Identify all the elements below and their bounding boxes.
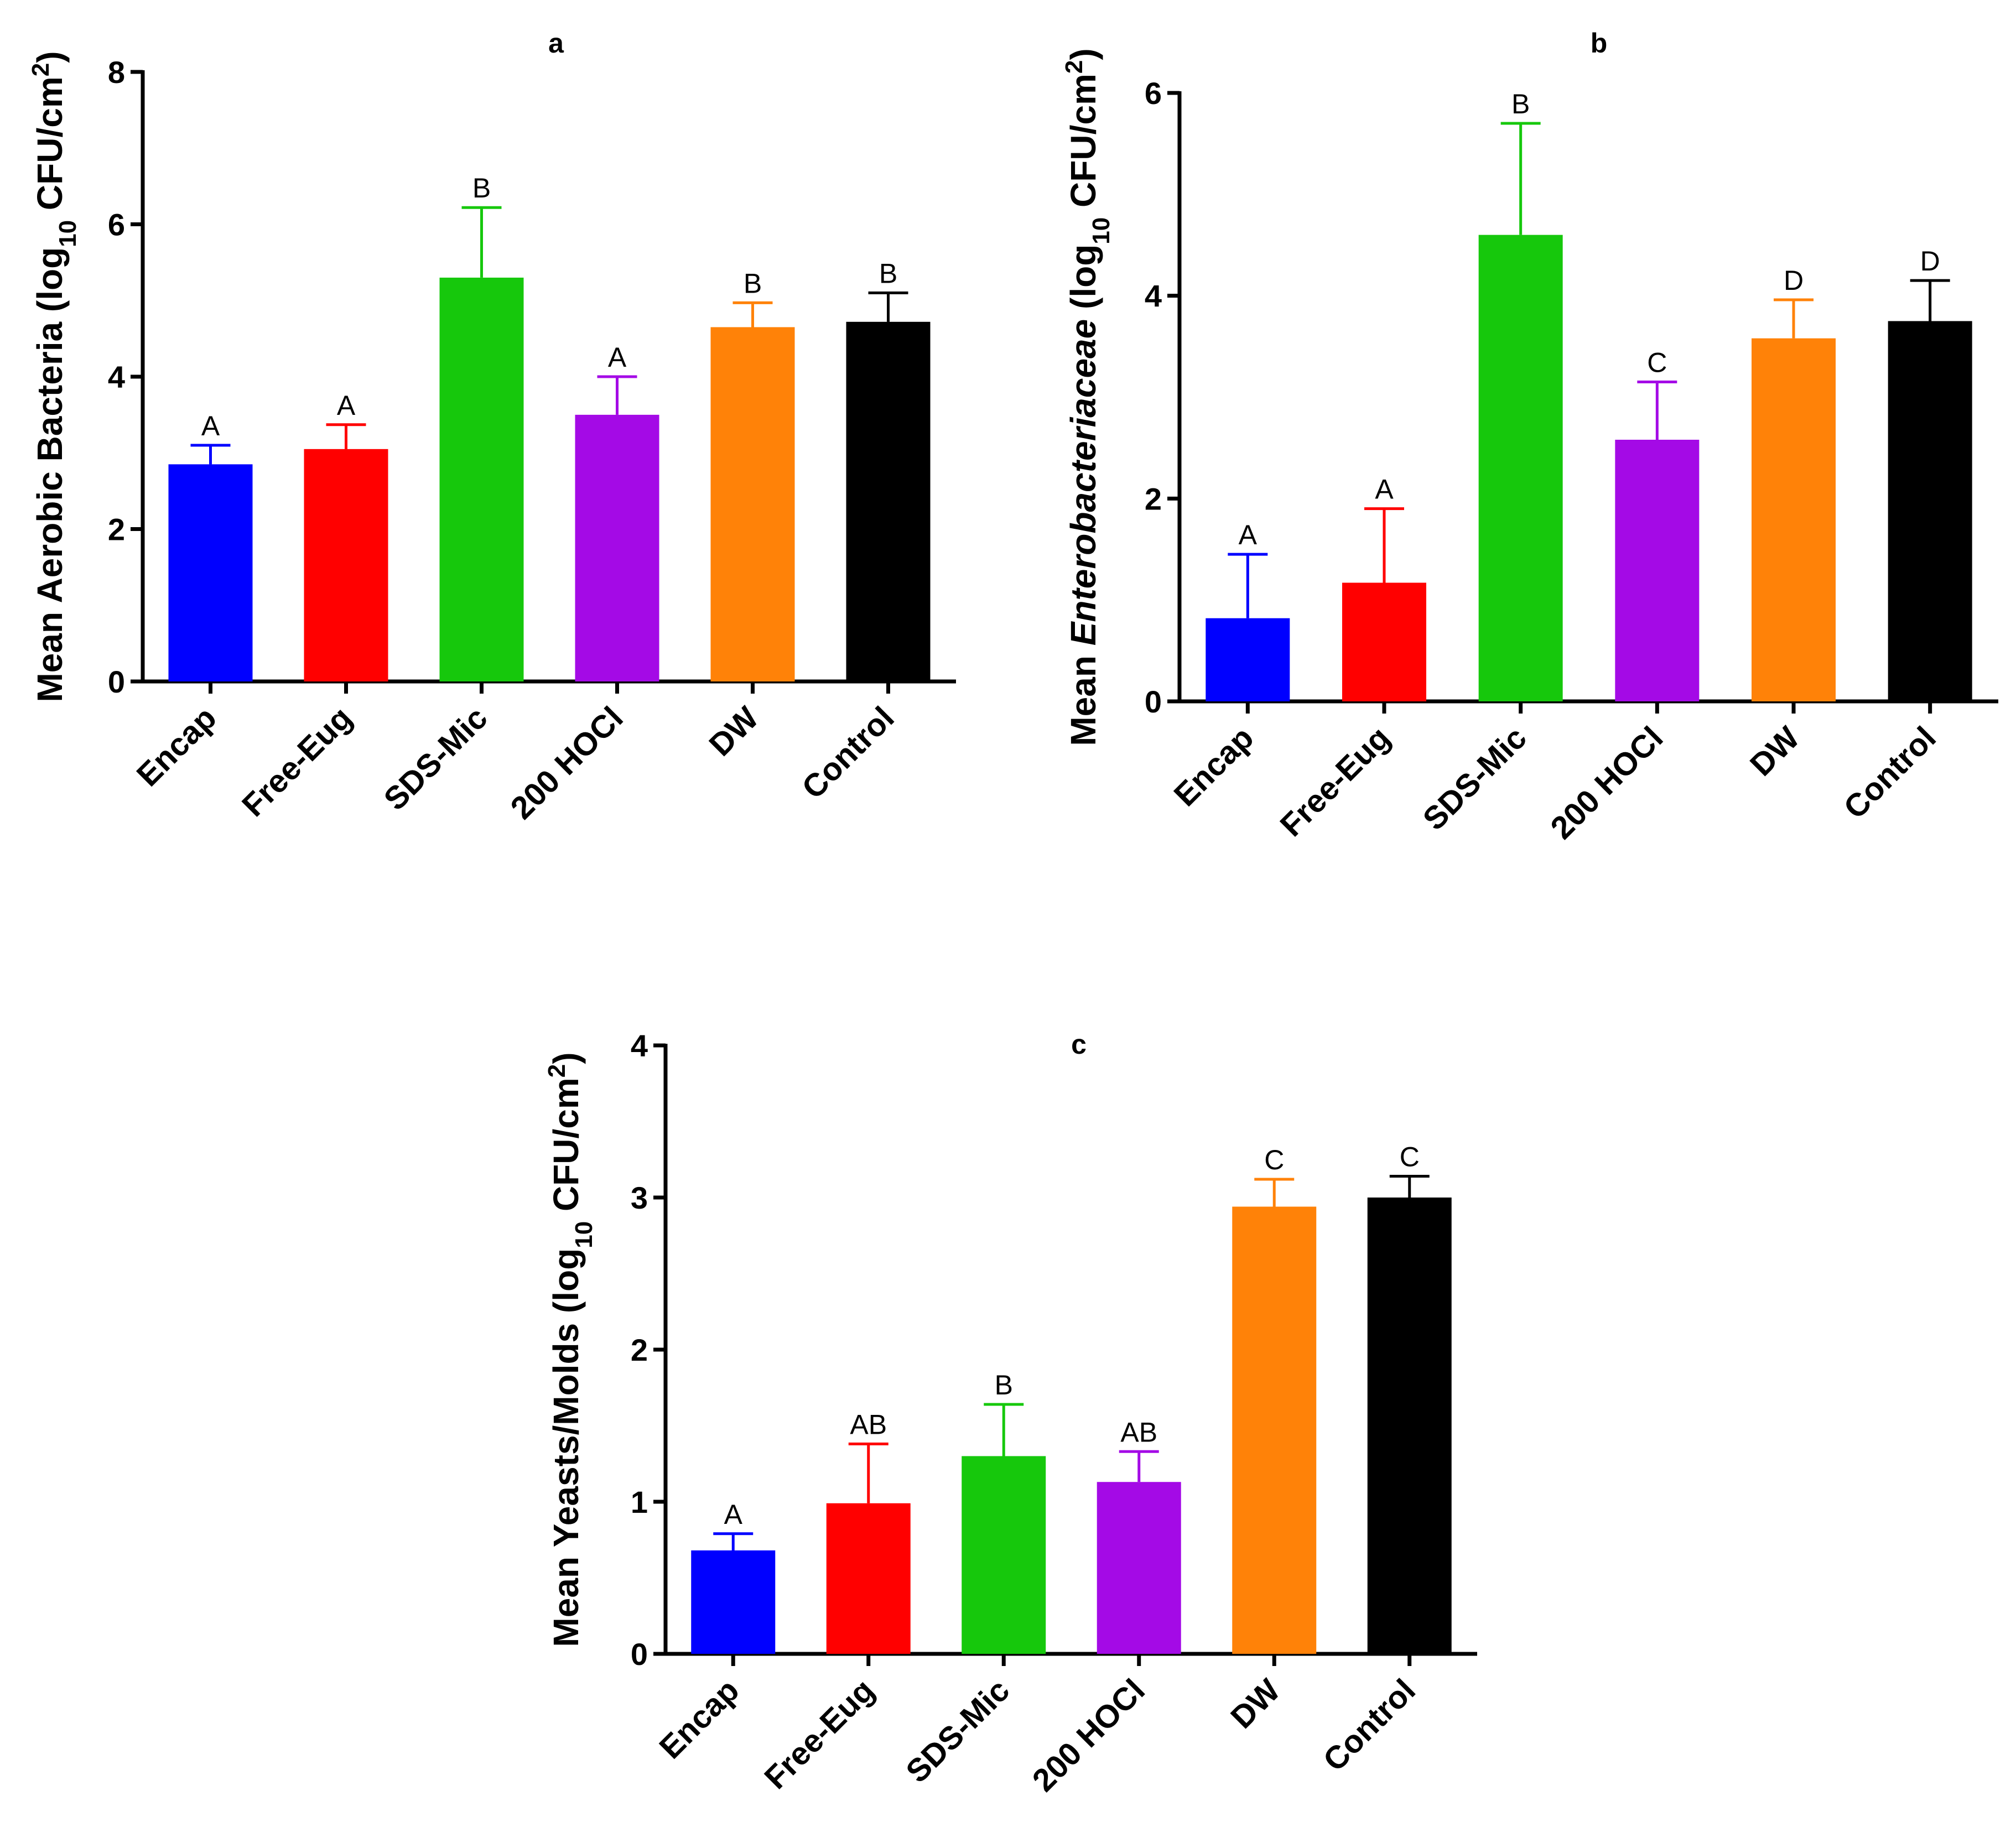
significance-label: A <box>608 342 627 373</box>
y-tick-label: 2 <box>108 512 125 547</box>
bar-sds-mic <box>439 277 524 681</box>
y-tick-label: 0 <box>1145 684 1162 719</box>
x-tick-label: SDS-Mic <box>899 1672 1016 1789</box>
x-tick-label: Encap <box>1167 720 1260 813</box>
x-tick-label: DW <box>1743 720 1806 783</box>
x-tick-label: Free-Eug <box>757 1672 881 1796</box>
y-tick-label: 4 <box>1145 279 1162 314</box>
significance-label: A <box>201 410 220 441</box>
bar-encap <box>168 464 253 681</box>
significance-label: AB <box>1120 1417 1157 1448</box>
significance-label: B <box>879 258 897 289</box>
bar-encap <box>691 1550 776 1654</box>
significance-label: A <box>724 1499 743 1530</box>
chart-b: b 0 2 4 6 Mean Enterobacteriaceae (log10 CFU/… <box>1061 28 1998 846</box>
significance-label: A <box>1375 474 1394 505</box>
y-tick-label: 3 <box>631 1180 648 1215</box>
bar-dw <box>710 327 795 681</box>
bar-encap <box>1206 618 1290 701</box>
y-tick-label: 8 <box>108 55 125 90</box>
x-tick-label: Control <box>795 700 901 806</box>
y-tick-label: 4 <box>631 1028 648 1063</box>
y-axis-label: Mean Aerobic Bacteria (log10 CFU/cm2) <box>27 51 81 702</box>
chart-title: a <box>548 28 564 59</box>
bar-200-hocl <box>575 414 659 681</box>
x-tick-label: Control <box>1837 720 1943 826</box>
y-axis-label: Mean Enterobacteriaceae (log10 CFU/cm2) <box>1061 48 1115 746</box>
significance-label: D <box>1920 246 1940 277</box>
significance-label: B <box>472 173 491 204</box>
bar-free-eug <box>304 449 388 681</box>
x-tick-label: DW <box>702 700 765 763</box>
x-tick-label: SDS-Mic <box>377 700 494 817</box>
x-tick-label: DW <box>1224 1672 1287 1735</box>
bar-dw <box>1752 338 1836 701</box>
y-tick-label: 2 <box>631 1332 648 1367</box>
bar-sds-mic <box>1478 235 1563 702</box>
y-tick-label: 0 <box>108 664 125 699</box>
bar-free-eug <box>1342 582 1426 701</box>
bar-control <box>846 321 931 681</box>
y-tick-label: 2 <box>1145 481 1162 516</box>
y-tick-label: 0 <box>631 1637 648 1672</box>
y-tick-label: 6 <box>1145 76 1162 111</box>
bar-dw <box>1232 1206 1317 1654</box>
x-tick-label: 200 HOCl <box>1026 1672 1152 1798</box>
bar-control <box>1888 321 1972 701</box>
significance-label: C <box>1647 347 1667 378</box>
bar-free-eug <box>826 1503 911 1654</box>
x-tick-label: SDS-Mic <box>1416 720 1534 837</box>
y-tick-label: 6 <box>108 207 125 242</box>
chart-a: a 0 2 4 6 8 Mean Aerobic Bacteria (log10 CFU/c… <box>27 28 956 826</box>
significance-label: B <box>744 268 762 299</box>
chart-title: c <box>1071 1029 1087 1060</box>
significance-label: C <box>1400 1142 1420 1173</box>
y-tick-label: 1 <box>631 1485 648 1519</box>
bar-200-hocl <box>1615 440 1700 701</box>
chart-title: b <box>1591 28 1608 59</box>
significance-label: C <box>1264 1144 1284 1175</box>
x-tick-label: 200 HOCl <box>1544 720 1670 846</box>
significance-label: B <box>1511 89 1530 119</box>
significance-label: A <box>1239 519 1258 550</box>
y-axis-label: Mean Yeasts/Molds (log10 CFU/cm2) <box>543 1052 597 1647</box>
x-tick-label: Control <box>1316 1672 1422 1778</box>
x-tick-label: Free-Eug <box>1273 720 1397 844</box>
significance-label: D <box>1784 265 1804 296</box>
x-tick-label: Encap <box>130 700 224 793</box>
x-tick-label: 200 HOCl <box>503 700 630 826</box>
chart-c: c 0 1 2 3 4 Mean Yeasts/Molds (log10 CFU/cm2) A… <box>543 1028 1477 1799</box>
significance-label: AB <box>850 1409 887 1440</box>
bar-200-hocl <box>1097 1482 1181 1654</box>
bar-control <box>1367 1198 1452 1654</box>
y-tick-label: 4 <box>108 360 125 394</box>
x-tick-label: Free-Eug <box>235 700 359 824</box>
significance-label: A <box>337 390 356 421</box>
x-tick-label: Encap <box>652 1672 746 1766</box>
bar-sds-mic <box>962 1456 1046 1654</box>
significance-label: B <box>995 1370 1013 1401</box>
